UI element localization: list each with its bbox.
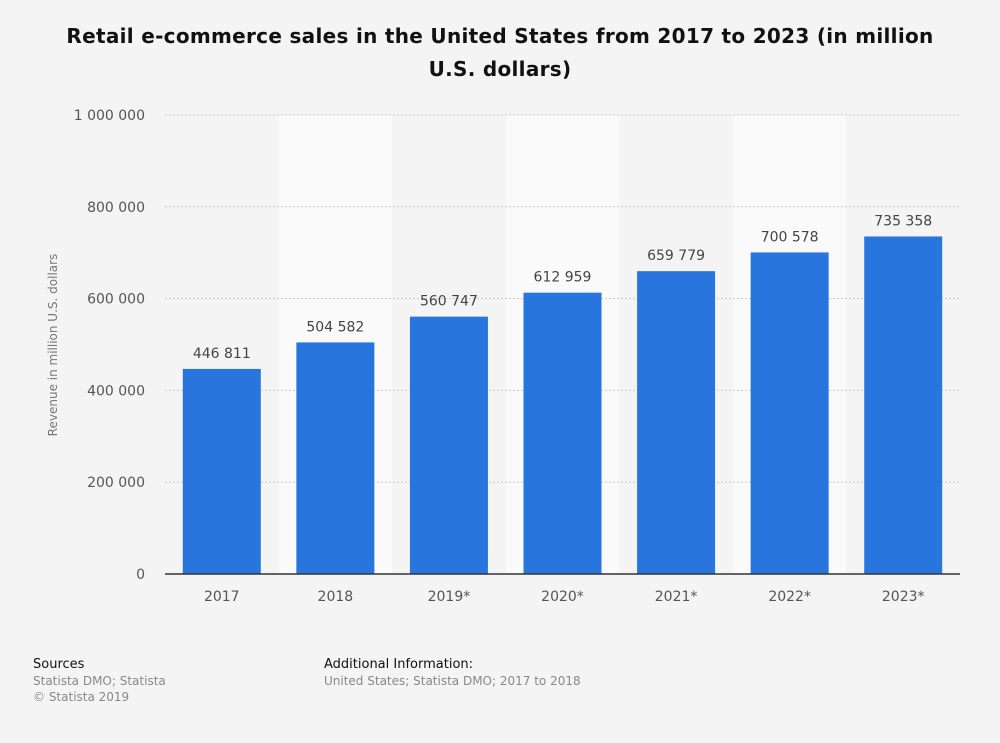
additional-info-section: Additional Information: United States; S… (324, 657, 581, 689)
data-label: 659 779 (647, 248, 705, 264)
y-tick-label: 1 000 000 (74, 108, 145, 124)
x-tick-label: 2019* (428, 589, 471, 605)
y-tick-label: 0 (136, 567, 145, 583)
data-label: 700 578 (761, 229, 819, 245)
data-label: 735 358 (874, 213, 932, 229)
y-tick-label: 200 000 (87, 475, 145, 491)
y-tick-label: 400 000 (87, 383, 145, 399)
bar (182, 368, 261, 574)
bar (523, 292, 602, 574)
bar (864, 236, 943, 574)
y-tick-label: 600 000 (87, 292, 145, 308)
copyright-text: © Statista 2019 (33, 690, 130, 704)
additional-info-text: United States; Statista DMO; 2017 to 201… (324, 674, 581, 688)
x-tick-label: 2017 (204, 589, 240, 605)
x-tick-label: 2021* (655, 589, 698, 605)
chart-title: Retail e-commerce sales in the United St… (66, 24, 934, 81)
x-tick-label: 2018 (318, 589, 354, 605)
bar (296, 342, 375, 574)
x-tick-label: 2020* (541, 589, 584, 605)
sources-text[interactable]: Statista DMO; Statista (33, 674, 166, 688)
data-label: 612 959 (534, 270, 592, 286)
x-tick-label: 2022* (768, 589, 811, 605)
sources-heading: Sources (33, 657, 85, 672)
bar (409, 316, 488, 574)
data-label: 446 811 (193, 346, 251, 362)
data-label: 560 747 (420, 294, 478, 310)
bar (637, 271, 716, 574)
x-tick-label: 2023* (882, 589, 925, 605)
y-tick-label: 800 000 (87, 200, 145, 216)
bar (750, 252, 829, 574)
sources-section: Sources Statista DMO; Statista © Statist… (33, 657, 166, 705)
additional-info-heading: Additional Information: (324, 657, 474, 672)
y-axis-label: Revenue in million U.S. dollars (46, 254, 60, 437)
data-label: 504 582 (306, 319, 364, 335)
